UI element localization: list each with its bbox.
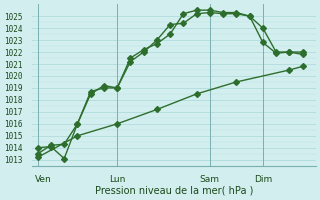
X-axis label: Pression niveau de la mer( hPa ): Pression niveau de la mer( hPa ) [95,186,253,196]
